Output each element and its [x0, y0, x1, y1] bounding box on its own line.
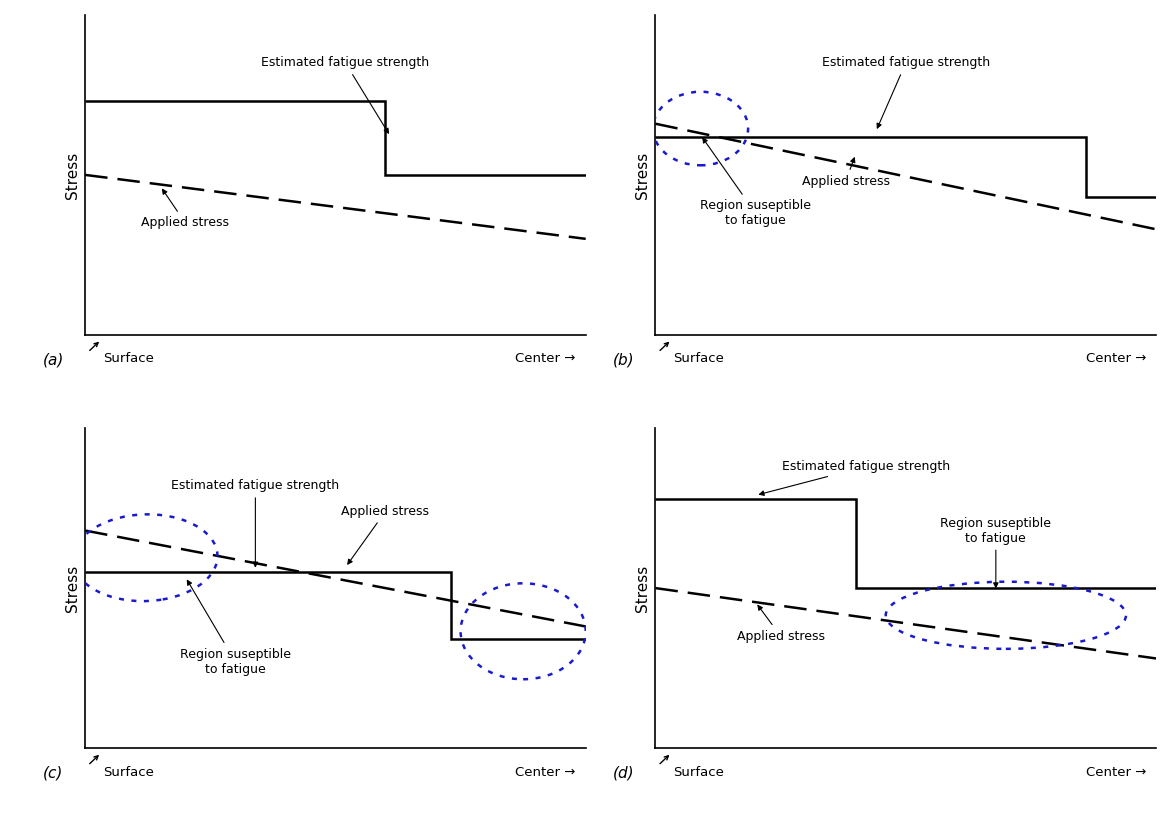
- Text: Center →: Center →: [1086, 352, 1146, 366]
- Text: Region suseptible
to fatigue: Region suseptible to fatigue: [700, 138, 812, 227]
- Text: Applied stress: Applied stress: [342, 504, 430, 564]
- Text: (a): (a): [42, 352, 64, 367]
- Text: Estimated fatigue strength: Estimated fatigue strength: [261, 56, 430, 133]
- Text: Center →: Center →: [515, 352, 576, 366]
- Text: Center →: Center →: [1086, 766, 1146, 778]
- Text: Applied stress: Applied stress: [737, 605, 824, 643]
- Text: Surface: Surface: [673, 352, 724, 366]
- Text: Region suseptible
to fatigue: Region suseptible to fatigue: [940, 517, 1052, 587]
- Y-axis label: Stress: Stress: [635, 565, 650, 612]
- Text: Surface: Surface: [673, 766, 724, 778]
- Text: Estimated fatigue strength: Estimated fatigue strength: [171, 480, 340, 566]
- Text: Applied stress: Applied stress: [142, 189, 230, 229]
- Text: Center →: Center →: [515, 766, 576, 778]
- Text: Surface: Surface: [103, 352, 153, 366]
- Y-axis label: Stress: Stress: [64, 565, 80, 612]
- Text: Surface: Surface: [103, 766, 153, 778]
- Text: (c): (c): [42, 766, 63, 781]
- Y-axis label: Stress: Stress: [635, 151, 650, 198]
- Text: Region suseptible
to fatigue: Region suseptible to fatigue: [180, 581, 290, 676]
- Text: (d): (d): [612, 766, 635, 781]
- Y-axis label: Stress: Stress: [64, 151, 80, 198]
- Text: Estimated fatigue strength: Estimated fatigue strength: [760, 460, 950, 495]
- Text: (b): (b): [612, 352, 635, 367]
- Text: Estimated fatigue strength: Estimated fatigue strength: [822, 56, 989, 128]
- Text: Applied stress: Applied stress: [802, 158, 890, 188]
